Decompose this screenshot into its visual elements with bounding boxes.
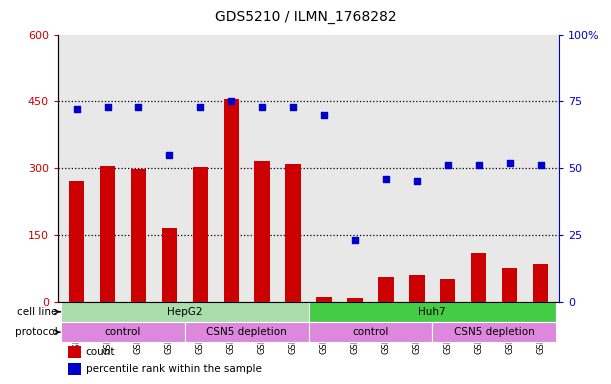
Point — [196, 104, 205, 110]
Point — [536, 162, 546, 169]
Bar — [254, 161, 270, 301]
Text: GDS5210 / ILMN_1768282: GDS5210 / ILMN_1768282 — [214, 10, 397, 23]
Bar — [309, 322, 432, 343]
Bar — [61, 322, 185, 343]
Point — [257, 104, 267, 110]
Bar — [378, 277, 393, 301]
Bar — [440, 279, 455, 301]
Bar — [347, 298, 363, 301]
Bar — [316, 297, 332, 301]
Point — [350, 237, 360, 243]
Point — [319, 112, 329, 118]
Bar — [409, 275, 425, 301]
Bar — [224, 99, 239, 301]
Bar — [285, 164, 301, 301]
Point — [412, 178, 422, 184]
Bar — [100, 166, 115, 301]
Text: count: count — [86, 346, 115, 356]
Point — [164, 152, 174, 158]
Text: CSN5 depletion: CSN5 depletion — [207, 327, 287, 337]
Text: percentile rank within the sample: percentile rank within the sample — [86, 364, 262, 374]
Bar — [131, 169, 146, 301]
Text: HepG2: HepG2 — [167, 307, 203, 317]
Bar — [192, 167, 208, 301]
Text: Huh7: Huh7 — [419, 307, 446, 317]
Text: control: control — [105, 327, 141, 337]
Text: CSN5 depletion: CSN5 depletion — [454, 327, 535, 337]
Point — [226, 98, 236, 104]
Bar — [61, 301, 309, 322]
Bar — [533, 264, 548, 301]
Point — [381, 175, 391, 182]
Point — [443, 162, 453, 169]
Bar — [68, 346, 81, 358]
Point — [103, 104, 112, 110]
Text: protocol: protocol — [15, 327, 57, 337]
Bar — [162, 228, 177, 301]
Bar — [502, 268, 518, 301]
Bar — [185, 322, 309, 343]
Text: cell line: cell line — [17, 307, 57, 317]
Point — [71, 106, 81, 113]
Point — [288, 104, 298, 110]
Point — [474, 162, 483, 169]
Point — [505, 160, 514, 166]
Bar — [68, 363, 81, 375]
Bar — [471, 253, 486, 301]
Point — [134, 104, 144, 110]
Bar — [432, 322, 556, 343]
Text: control: control — [352, 327, 389, 337]
Bar — [69, 181, 84, 301]
Bar — [309, 301, 556, 322]
